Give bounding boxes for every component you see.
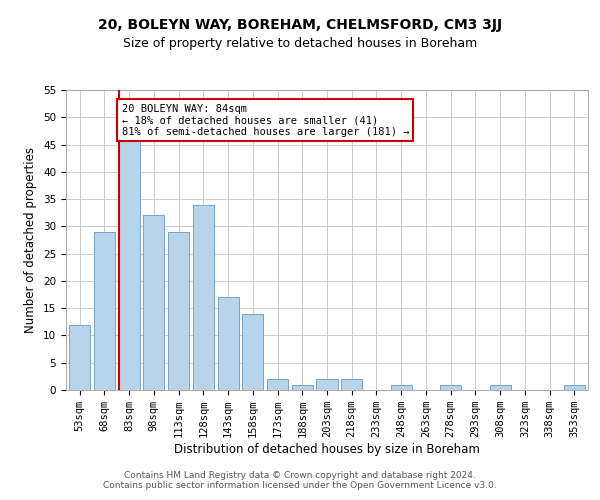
- Bar: [242, 314, 263, 390]
- Text: Size of property relative to detached houses in Boreham: Size of property relative to detached ho…: [123, 38, 477, 51]
- Text: 20 BOLEYN WAY: 84sqm
← 18% of detached houses are smaller (41)
81% of semi-detac: 20 BOLEYN WAY: 84sqm ← 18% of detached h…: [122, 104, 409, 137]
- Bar: [316, 379, 338, 390]
- Bar: [564, 384, 585, 390]
- Text: 20, BOLEYN WAY, BOREHAM, CHELMSFORD, CM3 3JJ: 20, BOLEYN WAY, BOREHAM, CHELMSFORD, CM3…: [98, 18, 502, 32]
- Bar: [391, 384, 412, 390]
- Bar: [267, 379, 288, 390]
- Bar: [168, 232, 189, 390]
- Bar: [490, 384, 511, 390]
- Bar: [94, 232, 115, 390]
- Bar: [119, 139, 140, 390]
- Bar: [440, 384, 461, 390]
- Y-axis label: Number of detached properties: Number of detached properties: [25, 147, 37, 333]
- Bar: [193, 204, 214, 390]
- Bar: [218, 298, 239, 390]
- X-axis label: Distribution of detached houses by size in Boreham: Distribution of detached houses by size …: [174, 443, 480, 456]
- Bar: [292, 384, 313, 390]
- Bar: [143, 216, 164, 390]
- Bar: [69, 324, 90, 390]
- Text: Contains HM Land Registry data © Crown copyright and database right 2024.
Contai: Contains HM Land Registry data © Crown c…: [103, 470, 497, 490]
- Bar: [341, 379, 362, 390]
